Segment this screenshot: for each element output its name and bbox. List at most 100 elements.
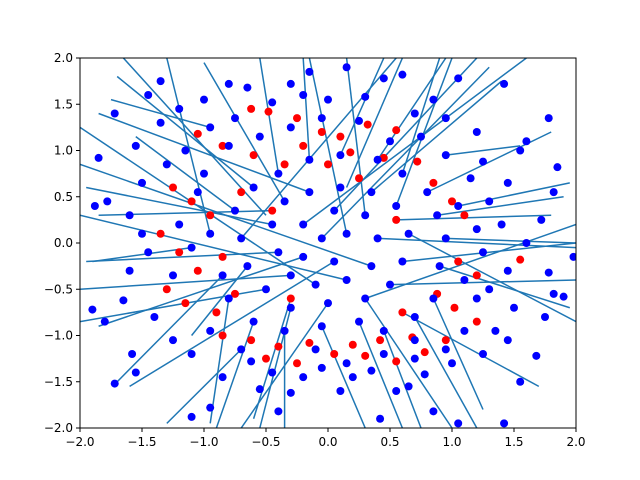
blue-point (410, 336, 419, 345)
red-point (293, 359, 301, 368)
blue-point (231, 206, 239, 215)
red-point (398, 308, 407, 317)
y-tick-label: 0.5 (54, 190, 73, 204)
blue-point (218, 271, 227, 280)
line-segment (395, 58, 453, 207)
blue-point (516, 146, 525, 155)
red-point (293, 114, 301, 123)
blue-point (206, 326, 215, 335)
blue-point (206, 123, 215, 132)
red-point (218, 252, 227, 261)
blue-point (200, 169, 208, 178)
line-segment (86, 186, 273, 226)
x-tick-label: −2.0 (65, 435, 94, 449)
x-tick-label: 0.5 (380, 435, 399, 449)
red-point (299, 141, 308, 150)
red-point (392, 215, 401, 224)
blue-point (247, 357, 256, 366)
blue-point (286, 303, 295, 312)
red-point (336, 132, 345, 141)
blue-point (441, 151, 450, 160)
blue-point (286, 79, 295, 88)
x-tick-label: 0.0 (318, 435, 337, 449)
blue-point (119, 296, 128, 305)
red-point (247, 104, 256, 113)
line-segment (458, 182, 570, 207)
blue-point (537, 215, 546, 224)
blue-point (299, 373, 308, 382)
blue-point (532, 351, 541, 360)
blue-point (454, 202, 463, 210)
blue-point (433, 211, 442, 220)
line-segment (321, 66, 490, 239)
blue-point (125, 266, 134, 275)
line-segment (86, 251, 279, 263)
blue-point (138, 178, 146, 187)
red-point (420, 348, 429, 357)
blue-point (243, 83, 252, 92)
blue-point (510, 303, 518, 312)
blue-point (231, 114, 239, 123)
line-segment (370, 80, 503, 193)
line-segment (135, 136, 236, 212)
red-point (193, 266, 202, 275)
blue-point (342, 276, 351, 284)
red-point (206, 211, 215, 220)
red-point (441, 336, 450, 345)
blue-point (299, 91, 308, 99)
blue-point (274, 169, 283, 178)
red-point (355, 174, 363, 183)
y-tick-label: 1.5 (54, 97, 73, 111)
blue-point (429, 294, 438, 303)
blue-point (503, 178, 512, 187)
blue-point (355, 317, 363, 326)
line-segment (321, 325, 366, 428)
x-tick-label: 2.0 (566, 435, 585, 449)
red-point (330, 350, 339, 358)
blue-point (454, 419, 463, 428)
blue-point (330, 257, 339, 266)
blue-point (441, 345, 450, 354)
blue-point (169, 336, 177, 345)
line-segment (345, 58, 366, 216)
line-segment (166, 348, 242, 424)
blue-point (549, 188, 558, 197)
red-point (516, 255, 525, 264)
blue-point (175, 220, 184, 229)
blue-point (268, 368, 277, 377)
line-segment (339, 58, 385, 156)
blue-point (472, 225, 481, 234)
red-point (280, 160, 289, 169)
blue-point (224, 294, 233, 303)
blue-point (522, 239, 531, 247)
blue-point (367, 366, 376, 375)
blue-point (206, 403, 215, 412)
blue-point (243, 262, 252, 271)
blue-point (131, 141, 140, 150)
blue-point (100, 317, 109, 326)
line-segment (92, 246, 192, 263)
line-segment (396, 214, 552, 221)
blue-point (156, 118, 165, 127)
blue-point (144, 248, 153, 257)
blue-point (249, 183, 258, 192)
x-axis: −2.0 −1.5 −1.0 −0.5 0.0 0.5 1.0 1.5 2.0 (65, 428, 586, 449)
red-point (305, 338, 314, 347)
line-segment (116, 75, 255, 189)
y-tick-label: −1.0 (44, 329, 73, 343)
red-point (472, 271, 481, 280)
blue-point (460, 326, 469, 335)
blue-point (90, 202, 99, 210)
blue-point (503, 336, 512, 345)
blue-point (491, 326, 500, 335)
blue-point (262, 285, 270, 294)
line-segment (402, 311, 540, 388)
blue-point (218, 373, 227, 382)
red-point (162, 285, 171, 294)
blue-point (342, 359, 351, 368)
blue-point (280, 326, 289, 335)
blue-point (336, 183, 345, 192)
line-segment (389, 279, 576, 286)
blue-point (336, 151, 345, 160)
blue-point (342, 229, 351, 238)
